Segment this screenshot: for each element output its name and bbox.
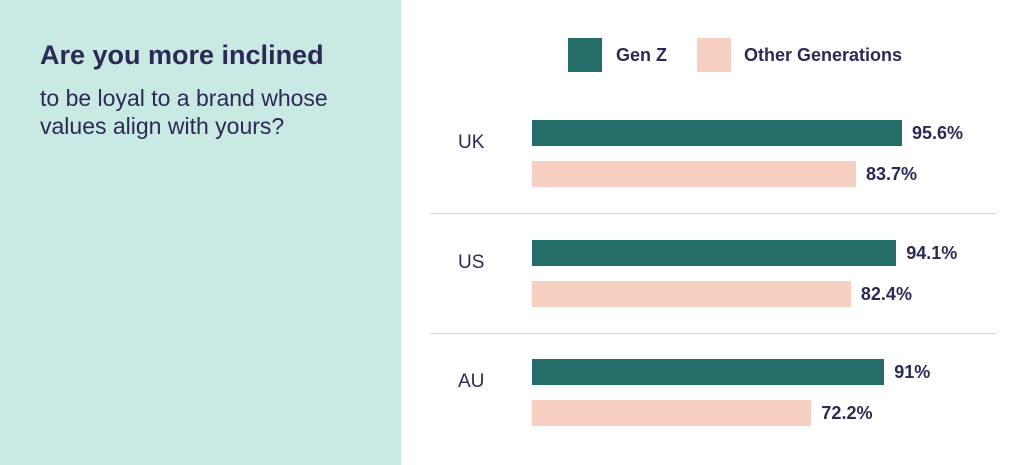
value-label-gen-z-au: 91% (894, 362, 931, 382)
group-divider (430, 333, 996, 334)
category-label-us: US (458, 252, 485, 273)
question-panel: Are you more inclined to be loyal to a b… (0, 0, 400, 465)
group-divider (430, 213, 996, 214)
value-label-other-generations-au: 72.2% (821, 403, 873, 423)
value-label-gen-z-uk: 95.6% (912, 123, 964, 143)
value-label-other-generations-us: 82.4% (860, 284, 912, 304)
legend-swatch-other-generations (697, 38, 731, 72)
category-label-uk: UK (458, 132, 485, 153)
bar-gen-z-uk (532, 120, 902, 146)
value-label-gen-z-us: 94.1% (906, 243, 958, 263)
question-subtitle: to be loyal to a brand whose values alig… (40, 85, 328, 139)
bar-other-generations-uk (532, 161, 856, 187)
legend-label-gen-z: Gen Z (616, 45, 668, 65)
category-label-au: AU (458, 371, 485, 392)
legend-label-other-generations: Other Generations (744, 45, 903, 65)
bar-gen-z-us (532, 240, 897, 266)
legend-swatch-gen-z (568, 38, 602, 72)
question-title: Are you more inclined (40, 40, 324, 70)
chart-panel: Gen Z Other Generations UK 95.6% 83.7% US 94… (401, 0, 1024, 465)
bar-other-generations-us (532, 281, 851, 307)
bar-other-generations-au (532, 400, 812, 426)
bar-gen-z-au (532, 359, 885, 385)
value-label-other-generations-uk: 83.7% (865, 164, 917, 184)
